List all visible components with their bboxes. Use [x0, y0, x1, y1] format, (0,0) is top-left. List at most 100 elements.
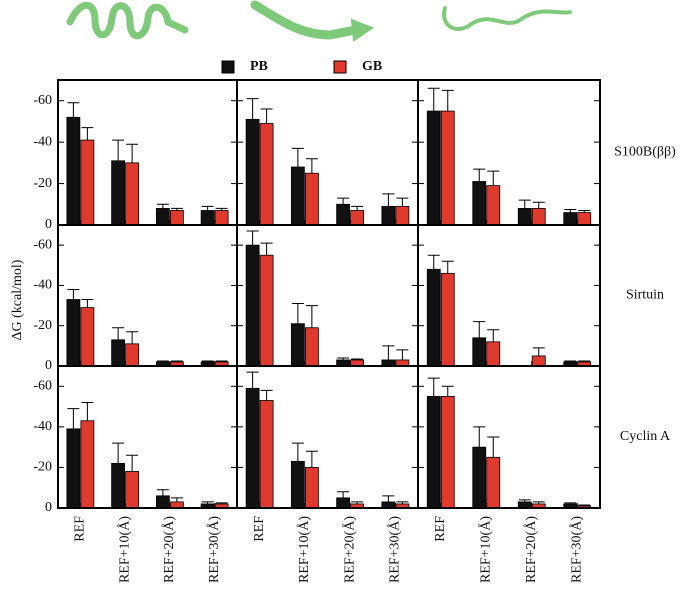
error-bar	[112, 442, 125, 464]
bar	[80, 139, 95, 226]
error-bar	[351, 358, 364, 360]
error-bar	[201, 501, 214, 504]
error-bar	[156, 360, 169, 362]
error-bar	[67, 288, 80, 300]
x-tick-label: REF+20(Å)	[161, 516, 177, 583]
error-bar	[351, 501, 364, 504]
error-bar	[382, 345, 395, 360]
error-bar	[578, 504, 591, 506]
bar	[304, 467, 319, 509]
x-tick-label: REF+20(Å)	[341, 516, 357, 583]
sheet-cartoon	[250, 0, 360, 40]
error-bar	[126, 331, 139, 344]
legend-swatch	[333, 60, 347, 74]
error-bar	[215, 502, 228, 504]
y-tick-label: -60	[33, 93, 52, 108]
bar	[245, 244, 260, 367]
x-tick-label: REF+10(Å)	[296, 516, 312, 583]
error-bar	[487, 170, 500, 186]
y-tick-label: -20	[33, 318, 52, 333]
error-bar	[396, 197, 409, 207]
error-bar	[441, 385, 454, 397]
error-bar	[126, 143, 139, 163]
error-bar	[487, 436, 500, 458]
bar	[426, 396, 441, 509]
error-bar	[396, 501, 409, 504]
error-bar	[487, 329, 500, 342]
bar	[66, 116, 81, 226]
error-bar	[337, 197, 350, 205]
x-tick-label: REF	[73, 516, 88, 542]
bar	[531, 355, 546, 367]
error-bar	[126, 454, 139, 472]
bar	[440, 110, 455, 226]
bar	[426, 110, 441, 226]
y-tick-label: -60	[33, 379, 52, 394]
error-bar	[382, 495, 395, 502]
bar	[577, 212, 592, 226]
bar	[486, 456, 501, 509]
error-bar	[260, 242, 273, 256]
error-bar	[170, 360, 183, 362]
y-axis-label: ΔG (kcal/mol)	[10, 259, 25, 340]
row-label: S100B(ββ)	[614, 145, 676, 160]
error-bar	[170, 497, 183, 502]
error-bar	[578, 360, 591, 362]
error-bar	[473, 168, 486, 182]
error-bar	[201, 360, 214, 362]
error-bar	[578, 210, 591, 213]
error-bar	[564, 502, 577, 504]
bar	[440, 396, 455, 509]
error-bar	[441, 260, 454, 274]
bar	[350, 210, 365, 226]
bar	[336, 497, 351, 509]
error-bar	[81, 402, 94, 421]
bar	[245, 387, 260, 509]
bar	[472, 181, 487, 226]
x-tick-label: REF+10(Å)	[477, 516, 493, 583]
legend-swatch	[221, 60, 235, 74]
bar	[426, 268, 441, 367]
error-bar	[246, 230, 259, 246]
error-bar	[305, 450, 318, 468]
row-label: Sirtuin	[626, 288, 664, 303]
bar	[169, 210, 184, 226]
bar	[304, 327, 319, 367]
row-label: Cyclin A	[620, 429, 671, 444]
helix-cartoon	[66, 1, 189, 40]
bar	[563, 212, 578, 226]
bar	[290, 460, 305, 509]
error-bar	[291, 147, 304, 167]
bar	[214, 210, 229, 226]
error-bar	[564, 360, 577, 362]
bar	[304, 172, 319, 226]
error-bar	[532, 201, 545, 209]
error-bar	[67, 102, 80, 118]
error-bar	[215, 207, 228, 211]
error-bar	[201, 205, 214, 211]
bar	[259, 400, 274, 509]
error-bar	[473, 321, 486, 338]
y-tick-label: -40	[33, 419, 52, 434]
y-tick-label: -40	[33, 278, 52, 293]
error-bar	[396, 349, 409, 360]
error-bar	[532, 347, 545, 356]
error-bar	[291, 303, 304, 324]
error-bar	[564, 208, 577, 213]
bar	[517, 208, 532, 226]
bar	[155, 495, 170, 509]
error-bar	[215, 360, 228, 362]
legend-label: GB	[362, 59, 382, 74]
x-tick-label: REF+10(Å)	[116, 516, 132, 583]
error-bar	[156, 489, 169, 496]
error-bar	[441, 89, 454, 112]
error-bar	[170, 207, 183, 211]
error-bar	[112, 327, 125, 340]
bar	[336, 203, 351, 226]
bar	[290, 166, 305, 226]
bar	[111, 339, 126, 367]
bar	[472, 337, 487, 367]
error-bar	[337, 357, 350, 360]
y-tick-label: -60	[33, 237, 52, 252]
